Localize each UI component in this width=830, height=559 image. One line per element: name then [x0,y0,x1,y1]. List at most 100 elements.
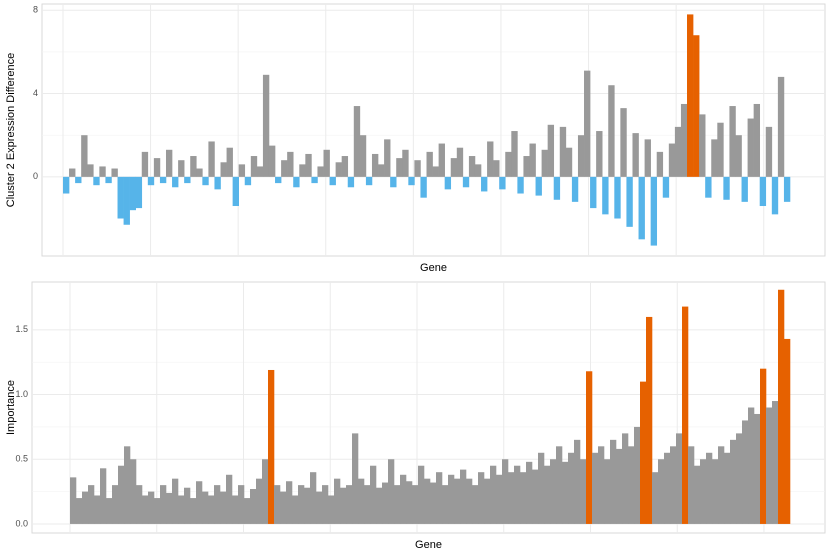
bar [184,176,191,184]
bar [166,492,173,524]
bar [280,491,287,524]
bar [328,495,335,524]
bar [590,176,597,209]
bar [508,472,515,524]
bar [584,70,591,177]
bar [382,482,389,524]
y-axis-label: Importance [5,380,17,435]
bar [334,478,341,524]
plot-panel [41,3,826,257]
bar [718,446,725,524]
bar [610,439,617,524]
bar [646,316,653,524]
bar [311,176,318,184]
bar [87,164,94,177]
bar [662,176,670,198]
bar [596,131,603,177]
bar [741,176,748,202]
bar [347,176,355,188]
bar [63,176,70,194]
bar [700,459,707,524]
bar [406,481,413,524]
y-tick-label: 0 [33,171,38,181]
bar [760,368,767,524]
bar [478,472,485,524]
bar [687,14,694,177]
bar [323,149,330,177]
y-tick-label: 0.5 [15,454,28,464]
bar [412,485,419,524]
bar [190,498,197,524]
bar [598,446,605,524]
bar [652,472,659,524]
bar [376,487,383,524]
bar [159,176,167,184]
bar [124,446,131,524]
y-tick-label: 0.0 [15,518,28,528]
bar [220,162,227,177]
bar [112,485,119,524]
bar [674,126,682,177]
bar [250,156,258,177]
bar [286,481,293,524]
bar [196,168,203,177]
bar [316,491,323,524]
bar [370,465,377,524]
bar [232,176,239,207]
bar [184,487,191,524]
bar [402,149,409,177]
bar [262,74,270,177]
bar [178,495,185,524]
bar [717,122,724,177]
bar [292,495,299,524]
y-tick-label: 4 [33,88,38,98]
bar [559,126,567,177]
bar [523,156,530,177]
bar [620,108,627,177]
bar [346,485,353,524]
bar [341,156,349,177]
bar [541,149,548,177]
bar [466,478,473,524]
bar [754,413,761,524]
bar [142,495,149,524]
bar [693,35,700,177]
bar [723,176,730,200]
bar [130,459,137,524]
bar [141,151,149,177]
bar [628,446,635,524]
bar [634,426,641,524]
bar [502,459,509,524]
bar [626,176,633,227]
bar [335,162,342,177]
bar [614,176,621,219]
bar [396,158,403,177]
bar [232,495,239,524]
bar [577,135,585,177]
bar [622,433,629,524]
bar [196,481,203,524]
bar [676,433,683,524]
bar [487,141,494,177]
bar [353,106,361,177]
bar [123,176,130,225]
bar [688,446,695,524]
bar [705,176,712,198]
bar [394,485,401,524]
bar [580,459,587,524]
bar [474,164,482,177]
bar [771,176,779,215]
bar [329,176,336,186]
bar [364,485,371,524]
bar [748,407,755,524]
bar [656,151,664,177]
bar [735,135,742,177]
bar [81,135,88,177]
bar [111,168,118,177]
bar [730,439,737,524]
bar [430,482,437,524]
bar [190,156,197,177]
bar [414,160,421,177]
bar [777,76,785,177]
bar [608,85,615,177]
